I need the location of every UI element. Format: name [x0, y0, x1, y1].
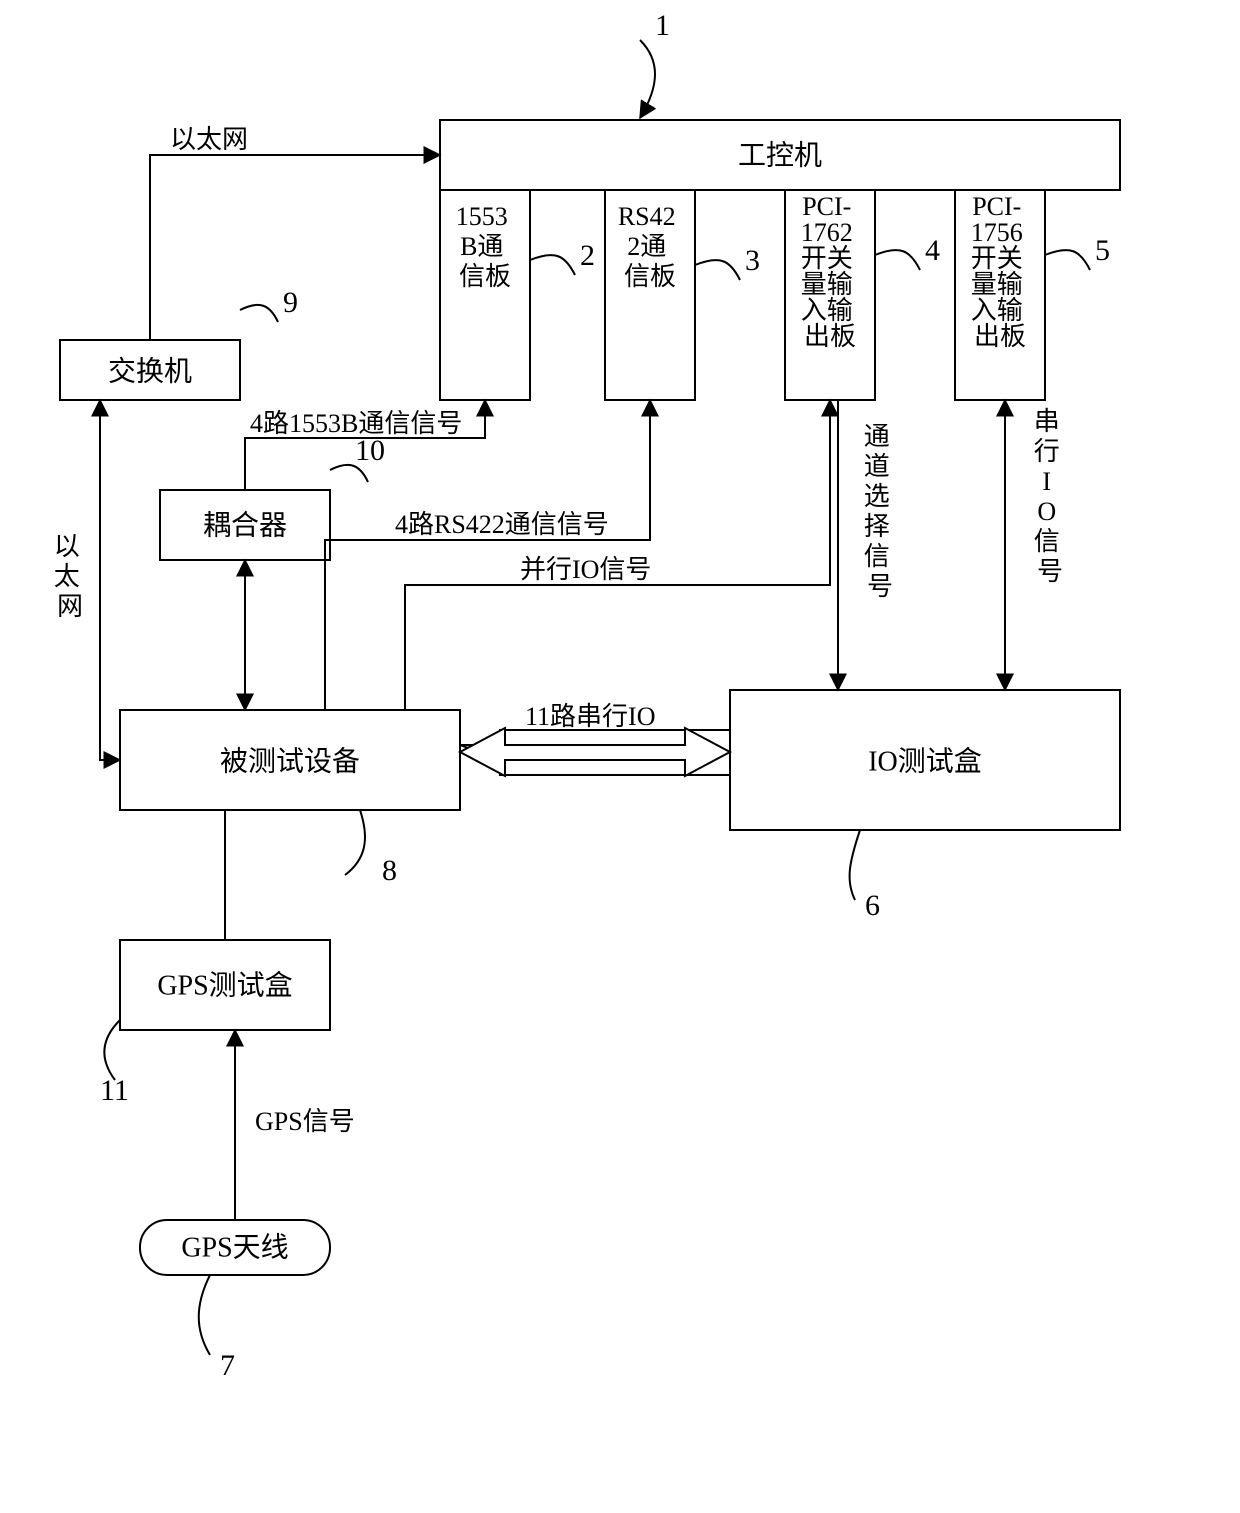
node-pci1756-label: PCI- 1756 开关 量输 入输 出板: [971, 192, 1030, 351]
svg-text:3: 3: [745, 244, 760, 277]
ref-10: 10: [330, 434, 385, 482]
node-gpsant: GPS天线: [140, 1220, 330, 1275]
edge-eth-left-label: 以 太 网: [54, 532, 87, 621]
svg-text:4: 4: [925, 234, 940, 267]
ref-1: 1: [640, 9, 670, 118]
node-rs422: RS42 2通 信板: [605, 190, 695, 400]
node-iobox: IO测试盒: [730, 690, 1120, 830]
ref-6: 6: [850, 830, 880, 922]
ref-3: 3: [695, 244, 760, 280]
node-pci1762: PCI- 1762 开关 量输 入输 出板: [785, 190, 875, 400]
ref-2: 2: [530, 239, 595, 275]
edge-gps-label: GPS信号: [255, 1107, 355, 1136]
svg-text:11: 11: [100, 1074, 129, 1107]
node-dut-label: 被测试设备: [220, 745, 360, 777]
node-dut: 被测试设备: [120, 710, 460, 810]
svg-text:2: 2: [580, 239, 595, 272]
ref-8: 8: [345, 810, 397, 887]
edge-rs422-label: 4路RS422通信信号: [395, 510, 609, 539]
svg-text:1: 1: [655, 9, 670, 42]
edge-serialio-v-label: 串 行 I O 信 号: [1034, 407, 1067, 586]
node-rs422-label: RS42 2通 信板: [618, 202, 682, 291]
node-iobox-label: IO测试盒: [868, 745, 982, 777]
edge-block-arrow: 11路串行IO: [460, 702, 730, 776]
edge-eth-left: [100, 400, 120, 760]
svg-text:6: 6: [865, 889, 880, 922]
node-switch-label: 交换机: [108, 355, 192, 387]
edge-chsel-label: 通 道 选 择 信 号: [864, 422, 897, 601]
ref-7: 7: [199, 1275, 235, 1382]
node-coupler: 耦合器: [160, 490, 330, 560]
node-pci1756: PCI- 1756 开关 量输 入输 出板: [955, 190, 1045, 400]
edge-eth-top-label: 以太网: [170, 125, 248, 154]
ref-9: 9: [240, 286, 298, 322]
node-gpsbox: GPS测试盒: [120, 940, 330, 1030]
system-block-diagram: 工控机 1 1553 B通 信板 2 RS42 2通 信板 3 PCI-: [0, 0, 1240, 1513]
svg-text:8: 8: [382, 854, 397, 887]
ref-4: 4: [875, 234, 940, 270]
node-pci1762-label: PCI- 1762 开关 量输 入输 出板: [801, 192, 860, 351]
node-1553b: 1553 B通 信板: [440, 190, 530, 400]
node-ipc: 工控机: [440, 120, 1120, 190]
node-switch: 交换机: [60, 340, 240, 400]
ref-11: 11: [100, 1020, 129, 1107]
svg-text:7: 7: [220, 1349, 235, 1382]
ref-5: 5: [1045, 234, 1110, 270]
edge-block-arrow-label: 11路串行IO: [525, 702, 655, 731]
node-1553b-label: 1553 B通 信板: [456, 202, 515, 291]
svg-text:5: 5: [1095, 234, 1110, 267]
node-gpsant-label: GPS天线: [181, 1231, 288, 1263]
node-coupler-label: 耦合器: [203, 509, 287, 541]
node-gpsbox-label: GPS测试盒: [157, 969, 292, 1001]
svg-text:9: 9: [283, 286, 298, 319]
node-ipc-label: 工控机: [738, 139, 822, 171]
edge-pio-label: 并行IO信号: [520, 555, 651, 584]
edge-1553b-label: 4路1553B通信信号: [250, 409, 462, 438]
